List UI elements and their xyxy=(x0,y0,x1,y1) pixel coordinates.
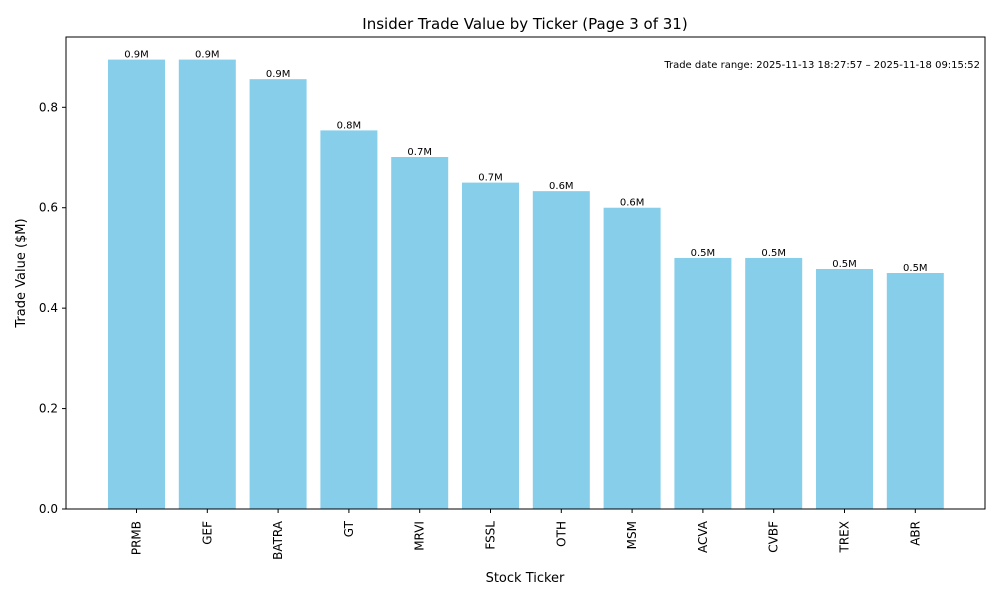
bar-cvbf xyxy=(745,257,803,509)
data-label-mrvi: 0.7M xyxy=(407,147,432,158)
x-axis: PRMB GEF BATRA GT MRVI FSSL OTH MSM ACVA CVBF TREX… xyxy=(130,509,922,560)
x-tick-label-batra: BATRA xyxy=(271,520,285,560)
bar-gt xyxy=(320,130,378,509)
plot-frame xyxy=(65,36,986,510)
data-label-oth: 0.6M xyxy=(549,181,574,192)
data-label-trex: 0.5M xyxy=(832,259,857,270)
x-tick-label-oth: OTH xyxy=(554,521,568,547)
y-tick-label: 0.8 xyxy=(39,100,58,114)
bar-fssl xyxy=(462,182,519,510)
x-tick-label-trex: TREX xyxy=(838,521,852,553)
data-label-prmb: 0.9M xyxy=(124,50,149,61)
y-tick-label: 0.0 xyxy=(39,502,58,516)
bar-batra xyxy=(249,79,307,510)
x-tick-label-gef: GEF xyxy=(200,521,214,545)
bar-abr xyxy=(886,273,944,509)
data-label-batra: 0.9M xyxy=(266,69,291,80)
bar-acva xyxy=(674,257,732,509)
bar-mrvi xyxy=(391,157,449,509)
bars-group: 0.9M 0.9M 0.9M 0.8M 0.7M 0.7M 0.6M 0.6M 0.5M 0.5M… xyxy=(108,50,944,510)
x-axis-label: Stock Ticker xyxy=(486,571,565,586)
x-tick-label-gt: GT xyxy=(342,520,356,537)
y-tick-label: 0.2 xyxy=(39,402,58,416)
data-label-gef: 0.9M xyxy=(195,50,220,61)
x-tick-label-msm: MSM xyxy=(625,521,639,549)
bar-oth xyxy=(532,191,590,509)
x-tick-label-prmb: PRMB xyxy=(130,521,144,555)
y-axis-label: Trade Value ($M) xyxy=(14,218,29,328)
data-label-fssl: 0.7M xyxy=(478,173,503,184)
data-label-gt: 0.8M xyxy=(337,120,362,131)
data-label-abr: 0.5M xyxy=(903,263,928,274)
data-label-msm: 0.6M xyxy=(620,198,645,209)
y-axis: 0.0 0.2 0.4 0.6 0.8 xyxy=(39,100,66,516)
data-label-acva: 0.5M xyxy=(691,248,716,259)
data-label-cvbf: 0.5M xyxy=(761,248,786,259)
x-tick-label-cvbf: CVBF xyxy=(767,521,781,553)
date-range-annotation: Trade date range: 2025-11-13 18:27:57 – … xyxy=(663,60,980,71)
bar-prmb xyxy=(108,59,165,510)
bar-msm xyxy=(603,207,661,510)
x-tick-label-mrvi: MRVI xyxy=(413,521,427,551)
x-tick-label-acva: ACVA xyxy=(696,520,710,553)
y-tick-label: 0.6 xyxy=(39,201,58,215)
x-tick-label-fssl: FSSL xyxy=(484,521,498,550)
bar-trex xyxy=(816,268,873,509)
x-tick-label-abr: ABR xyxy=(908,521,922,546)
bar-gef xyxy=(178,59,236,510)
y-tick-label: 0.4 xyxy=(39,301,58,315)
chart-title: Insider Trade Value by Ticker (Page 3 of… xyxy=(362,15,687,33)
